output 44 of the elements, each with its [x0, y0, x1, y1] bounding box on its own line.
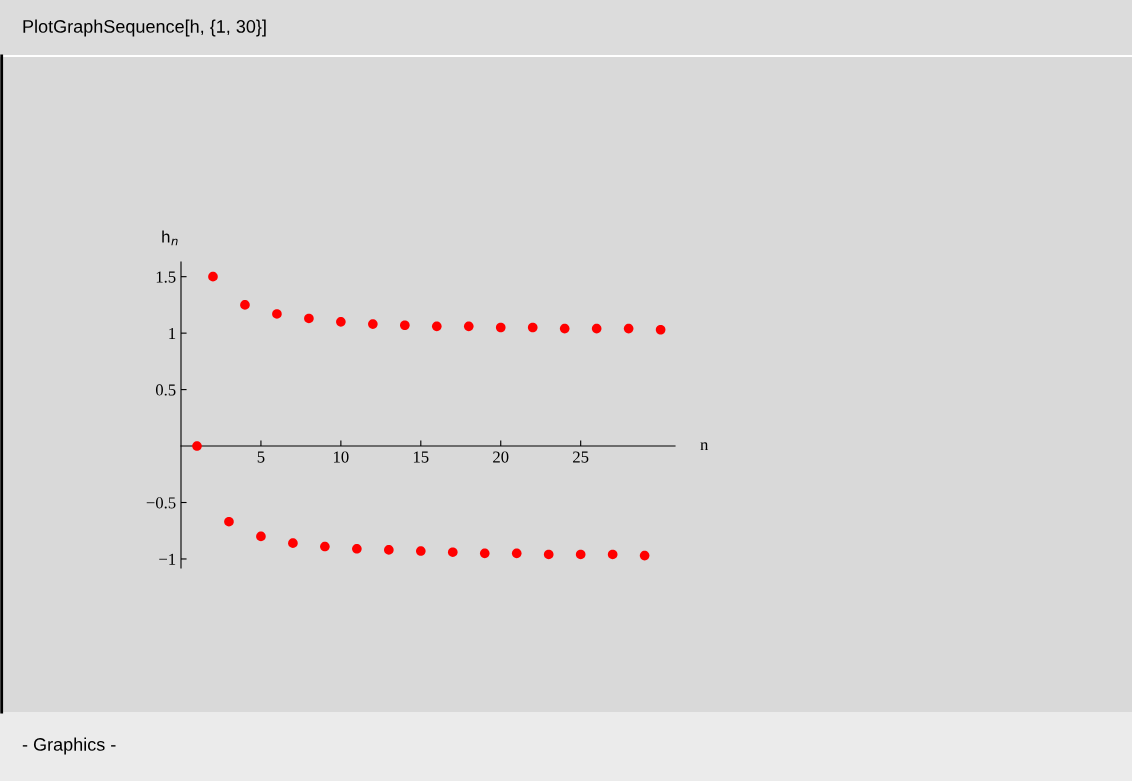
point	[415, 546, 426, 556]
point	[479, 548, 490, 559]
point	[384, 545, 394, 555]
point	[543, 549, 554, 560]
point	[320, 541, 330, 552]
chart-title: PlotGraphSequence[h, {1, 30}]	[23, 19, 266, 37]
point	[240, 300, 250, 310]
point	[527, 322, 538, 333]
point	[623, 323, 634, 334]
point	[607, 549, 618, 560]
point	[400, 320, 410, 331]
y-tick-label: −0.5	[146, 497, 176, 509]
y-tick-label: 0.5	[155, 384, 176, 396]
text: - Graphics -	[22, 737, 116, 755]
point	[559, 323, 570, 334]
point	[431, 321, 442, 332]
point	[256, 531, 266, 542]
point	[288, 538, 298, 548]
point	[447, 547, 458, 557]
point	[352, 543, 362, 554]
point	[272, 309, 282, 319]
x-tick-label: 10	[334, 451, 349, 463]
point	[655, 324, 666, 335]
x-tick-label: 20	[493, 451, 509, 463]
point	[591, 323, 602, 334]
point	[368, 319, 378, 329]
point	[463, 321, 474, 332]
point	[304, 313, 314, 324]
x-tick-label: 5	[257, 451, 265, 463]
y-axis-title: h$_{n}$	[162, 230, 178, 246]
y-tick-label: −1	[159, 553, 176, 565]
point	[336, 317, 346, 327]
x-axis-title: n	[700, 442, 709, 451]
point	[495, 322, 506, 333]
point	[511, 548, 522, 559]
y-tick-label: 1	[169, 327, 176, 339]
point	[224, 516, 234, 527]
x-tick-label: 15	[413, 451, 429, 463]
y-tick-label: 1.5	[156, 271, 176, 283]
point	[192, 441, 202, 451]
x-tick-label: 25	[573, 451, 589, 463]
point	[575, 549, 586, 560]
point	[208, 271, 218, 282]
point	[639, 550, 650, 561]
